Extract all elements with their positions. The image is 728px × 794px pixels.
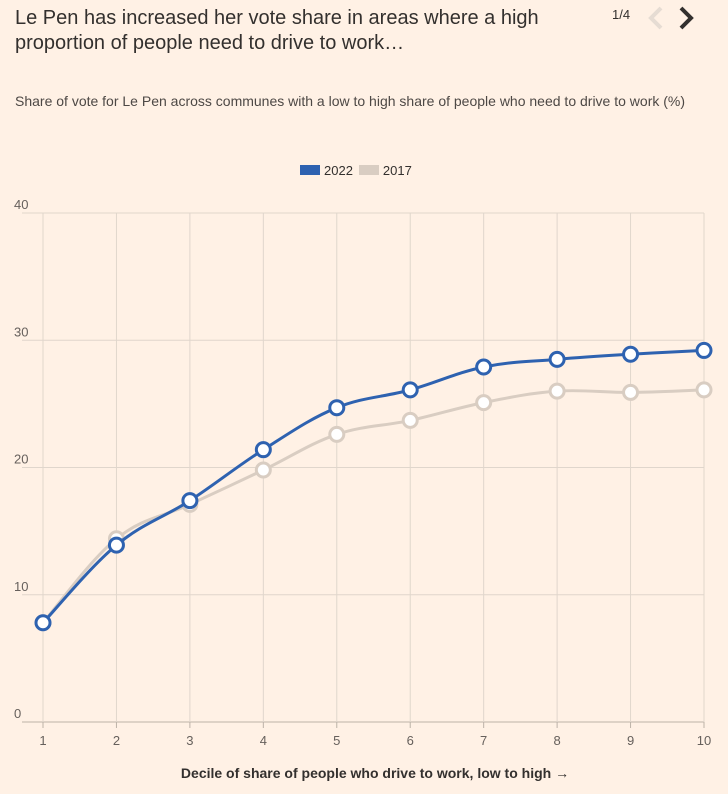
x-tick-label: 5 [333,733,340,748]
chevron-right-icon [679,6,694,30]
data-point-2022-1 [34,614,52,632]
legend-swatch-2017 [358,165,379,175]
x-tick-label: 3 [186,733,193,748]
legend-item-2017: 2017 [358,162,412,178]
series-line-2017 [41,388,705,624]
legend-swatch-2022 [300,165,320,175]
legend-label-2017: 2017 [382,162,412,178]
x-tick-label: 1 [39,733,46,748]
line-chart: 0 10 20 30 40 1 2 3 4 5 6 7 8 9 10 [14,197,713,748]
data-point-2022-10 [695,341,713,359]
data-point-2017-8 [548,382,566,400]
page-indicator: 1/4 [612,7,631,22]
y-tick-label: 40 [14,197,28,212]
legend-item-2022: 2022 [300,163,353,178]
series-line-2022 [41,348,705,624]
data-point-2022-3 [181,492,199,510]
data-point-2022-7 [475,358,493,376]
previous-button[interactable] [645,4,667,32]
data-point-2017-6 [401,411,419,429]
x-tick-label: 6 [407,733,414,748]
data-point-2017-10 [695,381,713,399]
chevron-left-icon [648,6,663,30]
y-tick-label: 20 [14,452,28,467]
legend: 2022 2017 [300,161,418,179]
data-point-2022-8 [548,350,566,368]
chart-subtitle: Share of vote for Le Pen across communes… [15,93,686,109]
y-tick-label: 30 [14,324,28,339]
data-point-2022-2 [107,536,125,554]
x-tick-label: 10 [697,733,711,748]
x-tick-label: 9 [627,733,634,748]
data-point-2022-9 [622,345,640,363]
chart-title: Le Pen has increased her vote share in a… [15,7,539,54]
data-point-2017-7 [475,394,493,412]
x-tick-label: 8 [553,733,560,748]
x-tick-label: 2 [113,733,120,748]
data-point-2022-5 [328,399,346,417]
x-tick-label: 7 [480,733,487,748]
data-point-2022-4 [254,441,272,459]
next-button[interactable] [675,4,697,32]
x-tick-label: 4 [260,733,267,748]
x-axis-label: Decile of share of people who drive to w… [180,765,570,781]
y-tick-label: 10 [14,579,28,594]
data-point-2017-9 [622,383,640,401]
legend-label-2022: 2022 [324,162,353,178]
data-point-2017-5 [328,425,346,443]
data-point-2017-4 [254,461,272,479]
y-tick-label: 0 [14,706,21,721]
data-point-2022-6 [401,381,419,399]
